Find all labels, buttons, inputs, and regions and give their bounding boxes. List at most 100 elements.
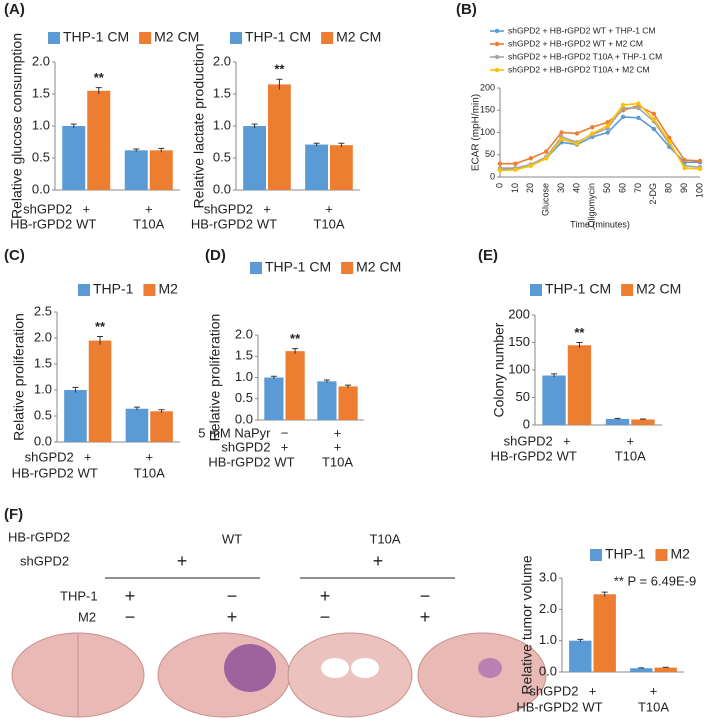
panel-label: (F) <box>4 506 23 523</box>
error-bar <box>577 638 584 642</box>
x-tick-label: 20 <box>525 183 535 193</box>
point <box>513 161 518 166</box>
y-axis-label: Relative lactate production <box>191 44 207 209</box>
y-tick-label: 2.0 <box>539 601 557 616</box>
x-tick-label: T10A <box>615 448 646 463</box>
legend-swatch <box>48 32 60 44</box>
y-tick-label: 0.5 <box>32 149 50 164</box>
legend-label: M2 CM <box>336 29 381 45</box>
legend-marker <box>494 67 500 73</box>
row-value: + <box>145 201 153 216</box>
sign: + <box>177 551 188 571</box>
point <box>651 111 657 117</box>
legend-label: THP-1 <box>93 281 134 297</box>
legend-swatch <box>139 32 152 44</box>
x-tick-label: 30 <box>556 183 566 193</box>
row-value: + <box>281 439 289 454</box>
bar <box>317 381 337 420</box>
sign: − <box>420 586 431 606</box>
error-bar <box>95 87 102 94</box>
row-label: HB-rGPD2 <box>516 699 578 714</box>
legend-label: THP-1 CM <box>63 29 129 45</box>
row-label: HB-rGPD2 <box>8 529 70 544</box>
x-tick-label: WT <box>557 448 577 463</box>
error-bar <box>313 142 320 146</box>
error-bar <box>662 666 669 668</box>
point <box>513 167 518 173</box>
x-tick-label: T10A <box>134 465 165 480</box>
x-tick-label: 40 <box>571 183 581 193</box>
panel-label: (A) <box>4 1 25 18</box>
x-tick-label: T10A <box>638 699 669 714</box>
row-label: shGPD2 <box>221 439 270 454</box>
panel-label: (E) <box>478 247 498 264</box>
row-label: shGPD2 <box>23 201 72 216</box>
x-tick-label: WT <box>76 216 96 231</box>
bar <box>64 390 87 442</box>
sign: − <box>227 586 238 606</box>
x-tick-label: 2-DG <box>648 183 658 205</box>
x-tick-label: WT <box>274 454 294 469</box>
point <box>590 131 595 136</box>
y-axis-label: Relative tumor volume <box>519 555 535 694</box>
point <box>697 158 703 164</box>
genotype: WT <box>222 531 242 546</box>
annotation: ** <box>274 62 285 77</box>
legend-label: THP-1 CM <box>265 259 331 275</box>
legend-swatch <box>530 284 542 296</box>
y-tick-label: 0.0 <box>235 411 253 426</box>
point <box>697 166 703 172</box>
bar <box>150 411 173 442</box>
legend-label: M2 CM <box>636 281 681 297</box>
x-tick-label: Glucose <box>541 183 551 216</box>
row-value: + <box>563 433 571 448</box>
x-tick-label: T10A <box>322 454 353 469</box>
row-value: + <box>82 201 90 216</box>
point <box>651 126 657 132</box>
legend-swatch <box>341 262 354 274</box>
sign: + <box>420 607 431 627</box>
y-tick-label: 150 <box>480 105 495 115</box>
point <box>667 139 672 144</box>
y-tick-label: 2.0 <box>32 53 50 68</box>
y-tick-label: 200 <box>480 82 495 92</box>
y-tick-label: 0.0 <box>213 181 231 196</box>
point <box>651 116 657 122</box>
legend-swatch <box>230 32 242 44</box>
bar <box>285 351 305 420</box>
point <box>497 168 503 173</box>
error-bar <box>251 123 258 128</box>
row-label: HB-rGPD2 <box>208 454 270 469</box>
legend-label: shGPD2 + HB-rGPD2 T10A + THP-1 CM <box>508 51 662 61</box>
sign: + <box>227 607 238 627</box>
bar <box>305 144 328 190</box>
y-axis-label: ECAR (mpH/min) <box>471 94 482 171</box>
row-label: HB-rGPD2 <box>12 465 74 480</box>
design-labels: HB-rGPD2 shGPD2 THP-1 M2 WT + + − − + T1… <box>8 529 430 626</box>
row-value: + <box>145 449 153 464</box>
legend-swatch <box>250 262 262 274</box>
legend-label: shGPD2 + HB-rGPD2 WT + THP-1 CM <box>508 25 656 35</box>
y-tick-label: 0 <box>490 171 495 181</box>
point <box>497 161 503 166</box>
legend-swatch <box>78 284 90 296</box>
y-tick-label: 0.0 <box>34 433 52 448</box>
y-tick-label: 0.5 <box>213 149 231 164</box>
bar <box>87 90 111 190</box>
panel-label: (D) <box>205 247 226 264</box>
row-label: HB-rGPD2 <box>491 448 553 463</box>
error-bar <box>158 147 165 153</box>
y-tick-label: 1.5 <box>235 348 253 363</box>
ventricle <box>351 658 379 678</box>
legend-marker <box>494 41 500 47</box>
row-label: shGPD2 <box>20 553 69 568</box>
ventricle <box>321 658 349 678</box>
row-label: THP-1 <box>60 588 98 603</box>
x-tick-label: 100 <box>694 183 704 198</box>
panel-label: (C) <box>4 247 25 264</box>
series-line <box>499 102 701 172</box>
error-bar <box>133 406 140 411</box>
point <box>605 123 610 129</box>
x-tick-label: WT <box>78 465 98 480</box>
